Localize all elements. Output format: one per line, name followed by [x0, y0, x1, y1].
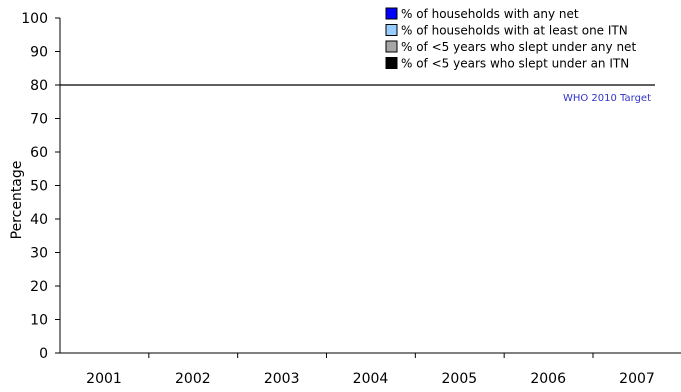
y-axis-label: Percentage — [9, 161, 25, 240]
x-tick-label: 2001 — [86, 371, 122, 387]
x-tick-label: 2003 — [264, 371, 300, 387]
y-tick-label: 60 — [30, 145, 48, 161]
reference-line-label: WHO 2010 Target — [563, 93, 651, 104]
legend-label: % of households with any net — [401, 7, 579, 21]
x-tick-label: 2005 — [442, 371, 478, 387]
x-tick-label: 2004 — [353, 371, 389, 387]
y-tick-label: 90 — [30, 45, 48, 61]
y-tick-label: 0 — [39, 346, 48, 362]
x-tick-label: 2007 — [619, 371, 655, 387]
legend-swatch — [385, 7, 398, 20]
legend: % of households with any net % of househo… — [385, 7, 636, 71]
x-tick-label: 2002 — [175, 371, 211, 387]
legend-label: % of <5 years who slept under any net — [401, 40, 636, 54]
reference-line-group: WHO 2010 Target — [60, 84, 655, 104]
y-tick-label: 70 — [30, 112, 48, 128]
legend-label: % of households with at least one ITN — [401, 24, 628, 38]
x-tick-label: 2006 — [530, 371, 566, 387]
y-tick-label: 50 — [30, 179, 48, 195]
y-tick-label: 40 — [30, 212, 48, 228]
y-tick-label: 20 — [30, 279, 48, 295]
legend-swatch — [385, 40, 398, 53]
legend-label: % of <5 years who slept under an ITN — [401, 57, 629, 71]
y-tick-label: 10 — [30, 313, 48, 329]
y-tick-label: 80 — [30, 78, 48, 94]
y-axis: 0 10 20 30 40 50 60 70 80 90 100 — [21, 11, 61, 362]
x-axis: 2001 2002 2003 2004 2005 2006 2007 — [60, 352, 681, 387]
y-tick-label: 30 — [30, 246, 48, 262]
y-tick-label: 100 — [21, 11, 48, 27]
legend-swatch — [385, 57, 398, 69]
legend-swatch — [385, 24, 398, 36]
